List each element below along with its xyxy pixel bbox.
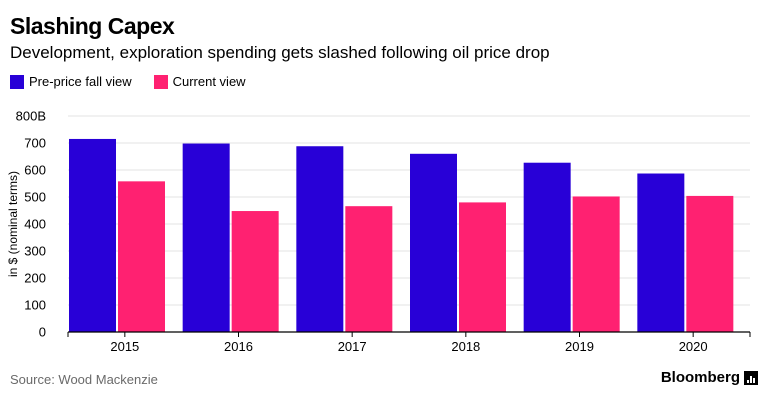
y-tick-label: 300 — [24, 244, 46, 259]
bar-current-view-2017 — [345, 206, 393, 332]
bar-current-view-2019 — [572, 196, 620, 332]
y-tick-label: 500 — [24, 190, 46, 205]
bar-pre-price-fall-2015 — [69, 138, 116, 332]
y-tick-label: 700 — [24, 136, 46, 151]
legend-swatch-current-view — [153, 74, 168, 89]
bar-pre-price-fall-2020 — [637, 173, 685, 332]
bar-current-view-2018 — [459, 202, 506, 332]
legend: Pre-price fall view Current view — [10, 74, 268, 89]
y-tick-label: 400 — [24, 217, 46, 232]
legend-item-current-view: Current view — [153, 74, 246, 89]
y-tick-label: 200 — [24, 271, 46, 286]
bar-current-view-2020 — [686, 195, 734, 332]
x-tick-label: 2017 — [338, 339, 367, 354]
source-note: Source: Wood Mackenzie — [10, 372, 158, 387]
y-axis-label: in $ (nominal terms) — [6, 171, 20, 277]
legend-item-pre-price-fall: Pre-price fall view — [10, 74, 132, 89]
legend-label-pre-price-fall: Pre-price fall view — [29, 74, 132, 89]
y-tick-label: 0 — [39, 325, 46, 340]
bar-current-view-2016 — [231, 211, 279, 332]
x-tick-label: 2015 — [110, 339, 139, 354]
bar-current-view-2015 — [118, 181, 165, 332]
bloomberg-bars-icon — [744, 370, 758, 385]
x-tick-label: 2018 — [451, 339, 480, 354]
legend-swatch-pre-price-fall — [10, 74, 24, 89]
brand-logo: Bloomberg — [661, 369, 758, 386]
legend-label-current-view: Current view — [172, 74, 246, 89]
x-tick-label: 2016 — [224, 339, 253, 354]
bar-pre-price-fall-2018 — [410, 153, 457, 332]
y-tick-label: 100 — [24, 298, 46, 313]
x-tick-label: 2020 — [679, 339, 708, 354]
bar-pre-price-fall-2019 — [523, 162, 571, 332]
bar-pre-price-fall-2016 — [182, 143, 230, 332]
x-tick-label: 2019 — [565, 339, 594, 354]
bar-pre-price-fall-2017 — [296, 146, 344, 332]
y-tick-label: 800B — [16, 109, 46, 124]
brand-name: Bloomberg — [660, 369, 740, 386]
chart-title: Slashing Capex — [10, 13, 175, 39]
y-tick-label: 600 — [24, 163, 46, 178]
chart-subtitle: Development, exploration spending gets s… — [10, 43, 550, 62]
